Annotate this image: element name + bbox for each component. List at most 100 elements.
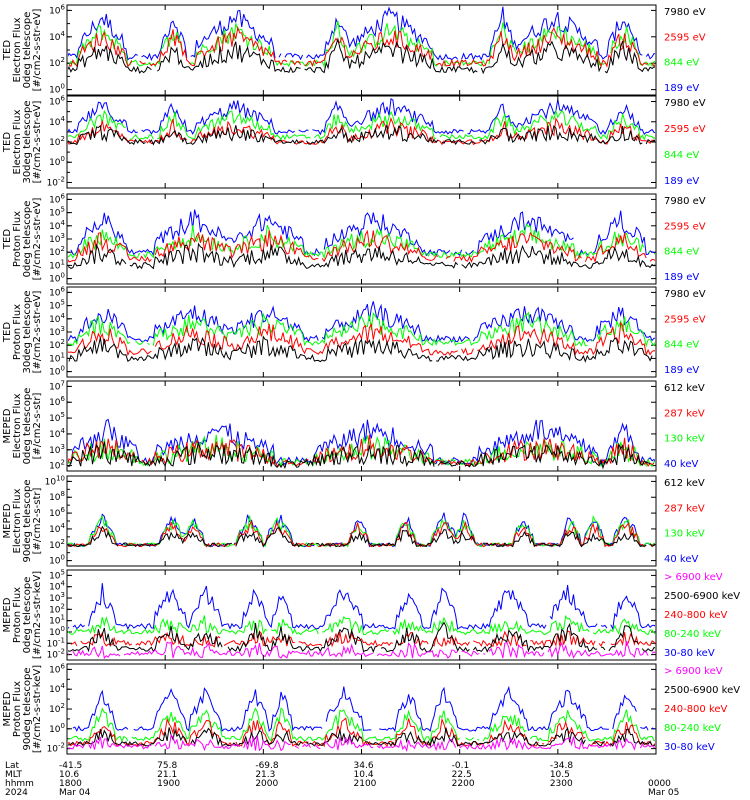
legend-entry: 2595 eV xyxy=(664,221,706,232)
tick-base: 10 xyxy=(49,583,61,593)
tick-exponent: -2 xyxy=(58,742,65,750)
series-line-30-80-kev xyxy=(68,583,655,631)
tick-exponent: 0 xyxy=(61,155,65,163)
tick-exponent: 1 xyxy=(61,351,65,359)
tick-exponent: 5 xyxy=(61,206,65,214)
tick-exponent: 8 xyxy=(61,490,65,498)
y-tick-label: 100 xyxy=(49,625,65,638)
legend-entry: 80-240 keV xyxy=(664,723,721,734)
y-axis-label-line: TED xyxy=(2,40,13,61)
y-tick-label: 103 xyxy=(49,325,65,338)
tick-exponent: 5 xyxy=(61,411,65,419)
tick-base: 10 xyxy=(49,195,61,205)
y-tick-label: 105 xyxy=(49,299,65,312)
x-axis-lat-value: -0.1 xyxy=(452,761,470,771)
y-axis-label-line: 0deg telescope xyxy=(22,577,33,654)
y-tick-label: 104 xyxy=(49,522,65,535)
tick-base: 10 xyxy=(49,235,61,245)
tick-exponent: 3 xyxy=(61,232,65,240)
tick-exponent: 6 xyxy=(61,192,66,200)
y-tick-label: 100 xyxy=(49,155,65,168)
y-tick-label: 1010 xyxy=(45,474,65,487)
y-axis-label-line: [#/cm2-s-str] xyxy=(32,392,43,459)
y-tick-label: 101 xyxy=(49,614,65,627)
tick-exponent: 2 xyxy=(61,538,65,546)
tick-base: 10 xyxy=(49,209,61,219)
series-line-2595-ev xyxy=(68,321,655,357)
tick-base: 10 xyxy=(49,368,61,378)
y-tick-label: 106 xyxy=(49,192,65,205)
legend-entry: 2595 eV xyxy=(664,124,706,135)
tick-exponent: 4 xyxy=(61,30,66,38)
tick-base: 10 xyxy=(45,477,57,487)
tick-exponent: 0 xyxy=(61,722,65,730)
tick-exponent: 2 xyxy=(61,338,65,346)
tick-exponent: 5 xyxy=(61,299,65,307)
y-tick-label: 102 xyxy=(49,135,65,148)
x-axis-lat-value: 75.8 xyxy=(157,761,177,771)
y-tick-label: 100 xyxy=(49,83,65,96)
tick-base: 10 xyxy=(49,86,61,96)
tick-exponent: 2 xyxy=(61,135,65,143)
tick-base: 10 xyxy=(49,98,61,108)
legend-entry: 844 eV xyxy=(664,247,699,258)
tick-exponent: 6 xyxy=(61,662,66,670)
y-tick-label: 100 xyxy=(49,365,65,378)
tick-exponent: 0 xyxy=(61,365,65,373)
tick-base: 10 xyxy=(49,493,61,503)
tick-base: 10 xyxy=(49,248,61,258)
y-tick-label: 108 xyxy=(49,490,65,503)
series-line-612-kev xyxy=(68,525,655,548)
tick-base: 10 xyxy=(49,725,61,735)
y-axis-label-line: [#/cm2-s-str-eV] xyxy=(32,291,43,374)
series-line--6900-kev xyxy=(68,734,655,753)
y-tick-label: 103 xyxy=(49,232,65,245)
y-tick-label: 100 xyxy=(49,272,65,285)
y-axis-label-line: Electron Flux xyxy=(12,109,23,174)
y-tick-label: 104 xyxy=(49,580,65,593)
tick-base: 10 xyxy=(49,398,61,408)
x-axis-row-label: Lat xyxy=(5,761,20,771)
y-tick-label: 100 xyxy=(49,722,65,735)
traces xyxy=(68,6,655,75)
tick-base: 10 xyxy=(49,430,61,440)
tick-base: 10 xyxy=(49,341,61,351)
tick-base: 10 xyxy=(49,446,61,456)
x-axis-row-label: hhmm xyxy=(5,779,34,789)
legend-entry: 7980 eV xyxy=(664,196,706,207)
tick-base: 10 xyxy=(49,59,61,69)
tick-base: 10 xyxy=(49,685,61,695)
tick-base: 10 xyxy=(49,571,61,581)
x-axis-lat-value: -69.8 xyxy=(255,761,279,771)
tick-exponent: 4 xyxy=(61,580,66,588)
y-tick-label: 106 xyxy=(49,285,65,298)
series-line-844-ev xyxy=(68,223,655,260)
tick-base: 10 xyxy=(49,414,61,424)
tick-exponent: -1 xyxy=(58,636,65,644)
y-tick-label: 10-2 xyxy=(47,648,65,661)
x-axis-hhmm-value: 1900 xyxy=(157,779,180,789)
series-line-2500-6900-kev xyxy=(68,621,655,653)
y-axis-label-line: TED xyxy=(2,132,13,153)
x-axis-hhmm-value: 2000 xyxy=(255,779,278,789)
tick-exponent: 6 xyxy=(61,3,66,11)
series-line-287-kev xyxy=(68,434,655,468)
series-line-189-ev xyxy=(68,6,655,62)
tick-base: 10 xyxy=(49,382,61,392)
y-axis-label-line: Proton Flux xyxy=(12,587,23,643)
traces xyxy=(68,97,655,146)
tick-exponent: 5 xyxy=(61,568,65,576)
y-tick-label: 101 xyxy=(49,351,65,364)
y-axis-label-line: 90deg telescope xyxy=(22,479,33,562)
y-axis-label-line: TED xyxy=(2,229,13,250)
tick-base: 10 xyxy=(49,328,61,338)
x-axis-lat-value: 34.6 xyxy=(354,761,374,771)
y-tick-label: 104 xyxy=(49,219,65,232)
legend-entry: > 6900 keV xyxy=(664,666,723,677)
traces xyxy=(68,301,655,361)
tick-exponent: 4 xyxy=(61,427,66,435)
y-axis-label-line: [#/cm2-s-str-keV] xyxy=(32,571,43,659)
